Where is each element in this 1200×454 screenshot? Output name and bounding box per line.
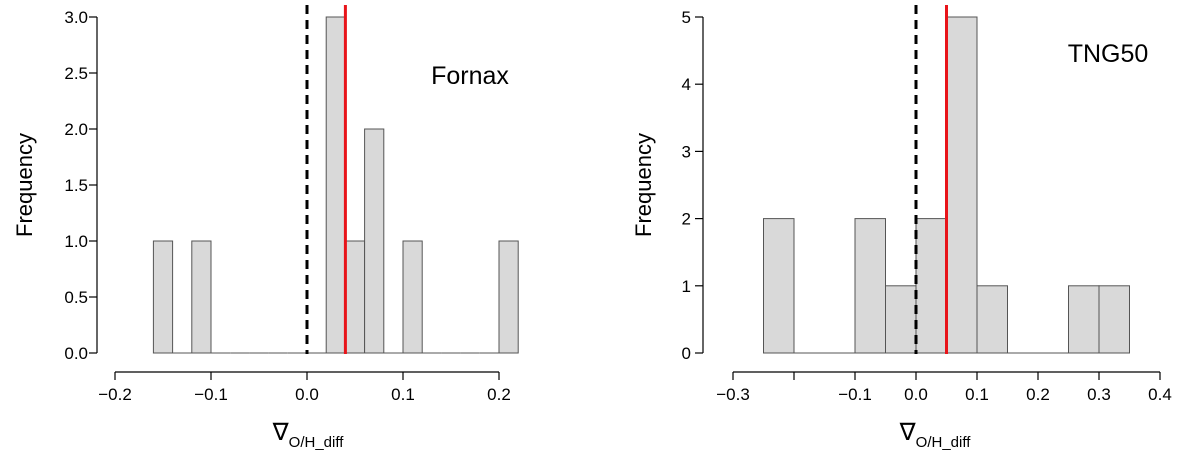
x-tick-label: −0.1 xyxy=(194,385,228,404)
y-tick-label: 1.5 xyxy=(64,176,88,195)
x-axis-title: ∇O/H_diff xyxy=(272,419,345,451)
x-tick-label: 0.0 xyxy=(295,385,319,404)
histogram-bar xyxy=(191,240,212,354)
histogram-bar xyxy=(325,16,346,354)
x-tick-label: −0.3 xyxy=(716,385,750,404)
y-tick-label: 0 xyxy=(682,344,691,363)
y-tick-label: 5 xyxy=(682,8,691,27)
histogram-bar xyxy=(364,128,385,354)
x-tick-label: −0.1 xyxy=(838,385,872,404)
y-tick-label: 1.0 xyxy=(64,232,88,251)
panel-label: TNG50 xyxy=(1068,40,1149,68)
x-tick-label: −0.2 xyxy=(98,385,132,404)
y-tick-label: 3 xyxy=(682,142,691,161)
histogram-bar xyxy=(1068,285,1100,354)
y-axis-title: Frequency xyxy=(631,133,656,237)
histogram-bar xyxy=(498,240,519,354)
histogram-bar xyxy=(152,240,174,354)
x-axis-title: ∇O/H_diff xyxy=(899,419,972,451)
x-tick-label: 0.3 xyxy=(1087,385,1111,404)
x-tick-label: 0.1 xyxy=(391,385,415,404)
x-tick-label: 0.1 xyxy=(965,385,989,404)
y-tick-label: 2 xyxy=(682,210,691,229)
y-tick-label: 4 xyxy=(682,75,691,94)
panel-label: Fornax xyxy=(431,62,509,90)
y-tick-label: 1 xyxy=(682,277,691,296)
panel-1: −0.2 −0.1 0.0 0.1 0.2 0.0 0.5 1.0 1.5 2.0 2.5 3.0 Fr… xyxy=(12,5,519,451)
histogram-bar xyxy=(763,218,795,354)
y-tick-label: 0.0 xyxy=(64,344,88,363)
y-tick-label: 3.0 xyxy=(64,8,88,27)
histogram-bar xyxy=(885,285,917,354)
histogram-bar xyxy=(915,218,947,354)
y-tick-label: 2.5 xyxy=(64,64,88,83)
histogram-bar xyxy=(344,240,366,354)
x-tick-label: 0.4 xyxy=(1148,385,1172,404)
y-tick-label: 0.5 xyxy=(64,288,88,307)
x-tick-label: 0.0 xyxy=(904,385,928,404)
y-axis-title: Frequency xyxy=(12,133,37,237)
y-tick-label: 2.0 xyxy=(64,120,88,139)
histogram-bar xyxy=(854,218,886,354)
x-tick-label: 0.2 xyxy=(487,385,511,404)
x-tick-label: 0.2 xyxy=(1026,385,1050,404)
histogram-bar xyxy=(402,240,423,354)
panel-2: −0.3 −0.1 0.0 0.1 0.2 0.3 0.4 0 1 2 3 4 5 Frequency ∇O… xyxy=(631,5,1172,451)
histogram-bar xyxy=(946,16,978,354)
histogram-bar xyxy=(1098,285,1130,354)
histogram-bar xyxy=(976,285,1008,354)
